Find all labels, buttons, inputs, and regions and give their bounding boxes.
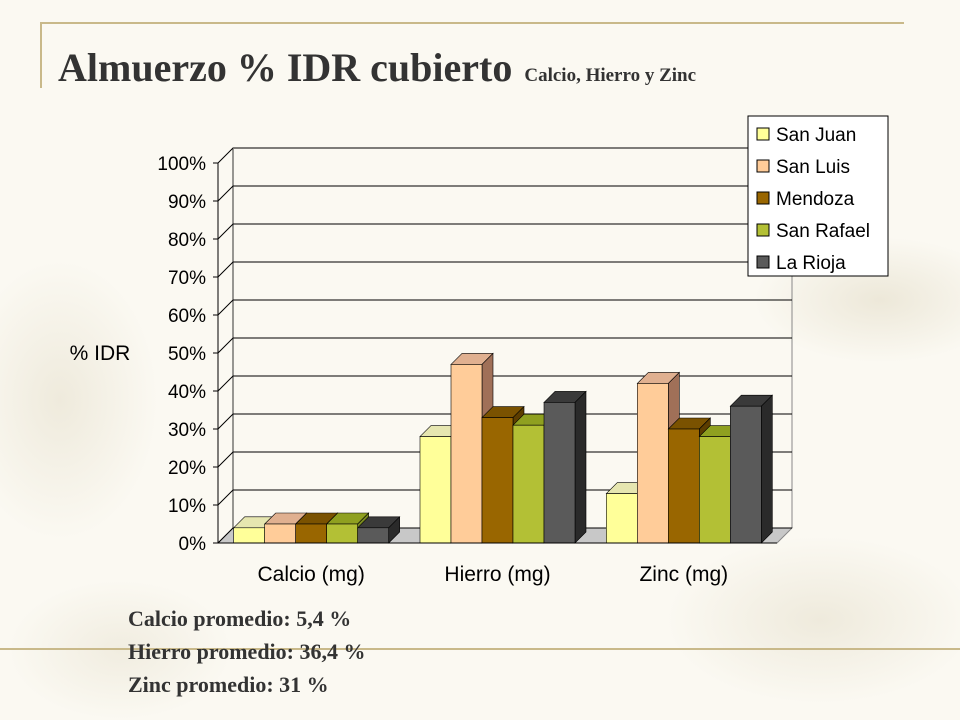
gridline bbox=[217, 527, 792, 544]
top-divider bbox=[40, 22, 904, 24]
y-tick-label: 50% bbox=[168, 344, 206, 365]
bar-san-luis bbox=[264, 523, 296, 544]
legend-label: La Rioja bbox=[776, 253, 846, 274]
legend-label: San Luis bbox=[776, 157, 850, 178]
bar-san-juan bbox=[606, 493, 638, 544]
left-divider bbox=[40, 22, 42, 88]
note-calcio: Calcio promedio: 5,4 % bbox=[128, 606, 352, 631]
bar-san-rafael bbox=[512, 424, 545, 544]
title-subtitle: Calcio, Hierro y Zinc bbox=[524, 65, 697, 86]
bottom-divider bbox=[0, 648, 960, 650]
y-tick-label: 70% bbox=[168, 268, 206, 289]
bar-chart: 0% 10% 20% 30% 40% 50% 60% 70% 80% 90% 100% % IDR Ca… bbox=[70, 115, 889, 586]
gridline bbox=[217, 375, 792, 392]
gridline bbox=[217, 337, 792, 354]
legend-label: Mendoza bbox=[776, 189, 855, 210]
bar-la-rioja bbox=[543, 402, 576, 544]
note-zinc: Zinc promedio: 31 % bbox=[128, 672, 329, 697]
y-tick-label: 40% bbox=[168, 382, 206, 403]
legend-label: San Juan bbox=[776, 125, 856, 146]
gridline bbox=[217, 299, 792, 316]
gridline bbox=[217, 451, 792, 468]
bar-mendoza bbox=[481, 417, 514, 544]
legend-swatch bbox=[756, 223, 770, 237]
y-tick-label: 10% bbox=[168, 496, 206, 517]
x-tick-label: Hierro (mg) bbox=[444, 563, 550, 586]
y-tick-label: 0% bbox=[179, 534, 207, 555]
gridline bbox=[217, 147, 792, 164]
bar-la-rioja bbox=[357, 527, 389, 544]
bar-mendoza bbox=[668, 428, 700, 544]
bar-san-juan bbox=[419, 436, 452, 544]
bar-san-juan bbox=[233, 527, 265, 544]
y-tick-label: 80% bbox=[168, 230, 206, 251]
slide-title: Almuerzo % IDR cubierto Calcio, Hierro y… bbox=[58, 44, 696, 91]
x-tick-label: Calcio (mg) bbox=[257, 563, 364, 586]
legend-swatch bbox=[756, 255, 770, 269]
legend-swatch bbox=[756, 159, 770, 173]
y-tick-label: 90% bbox=[168, 192, 206, 213]
title-main: Almuerzo % IDR cubierto bbox=[58, 45, 513, 90]
averages-notes: Calcio promedio: 5,4 % Hierro promedio: … bbox=[128, 602, 366, 701]
y-tick-label: 60% bbox=[168, 306, 206, 327]
gridline bbox=[217, 413, 792, 430]
bar-san-luis bbox=[637, 383, 669, 544]
bar-san-rafael bbox=[699, 436, 731, 544]
legend-swatch bbox=[756, 191, 770, 205]
legend-box bbox=[747, 115, 889, 277]
note-hierro: Hierro promedio: 36,4 % bbox=[128, 639, 366, 664]
bar-side bbox=[574, 390, 587, 544]
gridline bbox=[217, 185, 792, 202]
y-tick-label: 20% bbox=[168, 458, 206, 479]
y-axis-label: % IDR bbox=[70, 342, 131, 365]
x-tick-label: Zinc (mg) bbox=[639, 563, 728, 586]
legend-label: San Rafael bbox=[776, 221, 870, 242]
gridline bbox=[217, 261, 792, 278]
y-tick-label: 30% bbox=[168, 420, 206, 441]
bar-side bbox=[761, 394, 773, 544]
gridline bbox=[217, 223, 792, 240]
bar-la-rioja bbox=[730, 405, 762, 544]
legend-swatch bbox=[756, 127, 770, 141]
gridline bbox=[217, 489, 792, 506]
y-tick-label: 100% bbox=[157, 154, 206, 175]
bar-san-rafael bbox=[326, 523, 358, 544]
bar-san-luis bbox=[450, 364, 483, 544]
bar-mendoza bbox=[295, 523, 327, 544]
